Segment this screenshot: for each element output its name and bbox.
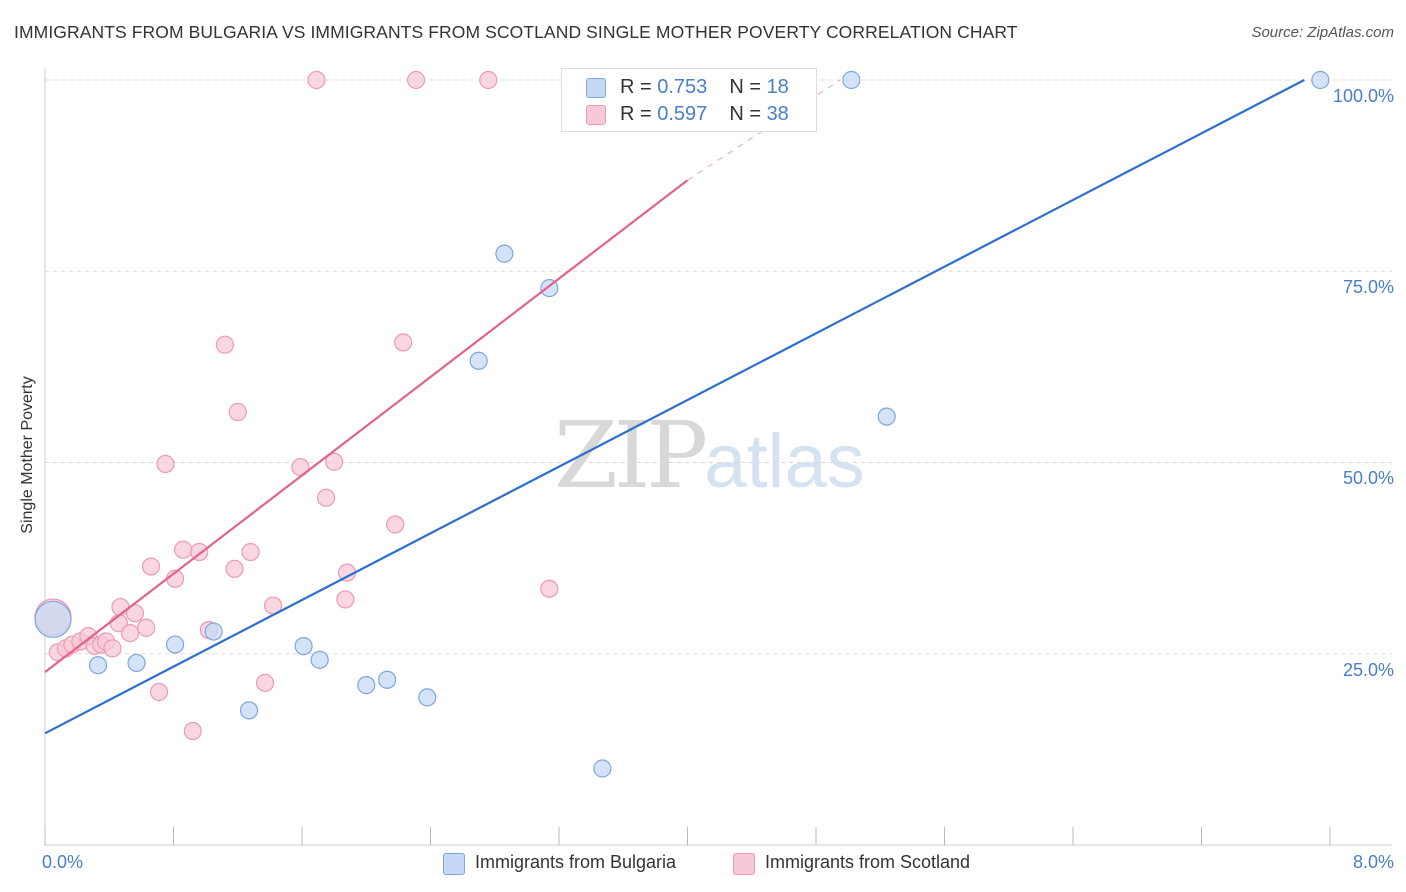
data-point-scotland — [325, 452, 344, 471]
trend-line-scotland — [44, 179, 689, 673]
y-tick-label: 100.0% — [1332, 86, 1394, 106]
trend-line-bulgaria — [44, 79, 1305, 735]
data-point-bulgaria — [127, 653, 146, 673]
data-point-scotland — [255, 673, 275, 692]
y-tick-label: 50.0% — [1342, 468, 1394, 488]
data-point-scotland — [225, 559, 244, 578]
data-point-scotland — [406, 70, 426, 90]
data-point-scotland — [121, 623, 140, 643]
data-point-bulgaria — [239, 701, 259, 720]
data-point-bulgaria — [877, 407, 896, 426]
data-point-bulgaria — [378, 670, 397, 689]
data-point-bulgaria — [1311, 70, 1330, 90]
chart-title: IMMIGRANTS FROM BULGARIA VS IMMIGRANTS F… — [14, 22, 1018, 42]
legend-r-label: R = — [620, 76, 658, 98]
data-point-bulgaria — [593, 759, 612, 778]
legend-n-label: N = — [729, 76, 767, 98]
source-label: Source: ZipAtlas.com — [1251, 24, 1394, 41]
data-point-scotland — [479, 70, 498, 90]
series-name-scotland: Immigrants from Scotland — [765, 852, 971, 872]
legend-n-label: N = — [729, 103, 767, 125]
y-tick-label: 75.0% — [1342, 277, 1394, 297]
data-point-bulgaria — [469, 351, 488, 370]
data-point-bulgaria — [357, 676, 376, 695]
data-point-scotland — [540, 579, 559, 598]
series-name-bulgaria: Immigrants from Bulgaria — [475, 852, 677, 872]
data-point-scotland — [336, 590, 355, 609]
y-tick-label: 25.0% — [1342, 660, 1394, 680]
data-point-bulgaria — [34, 600, 72, 638]
data-point-bulgaria — [204, 622, 223, 641]
data-point-bulgaria — [495, 244, 514, 263]
data-point-bulgaria — [88, 656, 108, 675]
data-point-scotland — [386, 515, 405, 534]
legend-r-label: R = — [620, 103, 658, 125]
data-point-scotland — [156, 454, 175, 474]
data-point-scotland — [316, 488, 336, 507]
data-point-scotland — [228, 402, 247, 422]
bottom-legend-swatch-scotland — [733, 853, 755, 875]
x-tick-label: 8.0% — [1352, 852, 1394, 872]
watermark-atlas: atlas — [704, 419, 865, 504]
data-point-scotland — [174, 540, 193, 559]
data-point-scotland — [215, 335, 234, 354]
data-point-scotland — [241, 542, 260, 562]
legend-r-value: 0.753 — [657, 76, 708, 98]
data-point-scotland — [394, 333, 413, 352]
data-point-scotland — [141, 557, 161, 576]
data-point-bulgaria — [310, 650, 329, 669]
legend-n-value: 18 — [766, 76, 789, 98]
x-tick-label: 0.0% — [42, 852, 84, 872]
data-point-scotland — [149, 682, 169, 702]
legend-swatch-bulgaria — [586, 78, 606, 98]
data-point-bulgaria — [294, 636, 313, 656]
legend-r-value: 0.597 — [657, 103, 708, 125]
data-point-scotland — [125, 604, 145, 623]
data-point-scotland — [183, 721, 202, 741]
data-point-scotland — [137, 618, 156, 637]
legend-n-value: 38 — [766, 103, 789, 125]
data-point-bulgaria — [842, 70, 861, 90]
data-point-scotland — [307, 70, 326, 90]
bottom-legend-swatch-bulgaria — [443, 853, 465, 875]
y-axis-label: Single Mother Poverty — [19, 376, 36, 534]
legend-swatch-scotland — [586, 105, 606, 125]
data-point-bulgaria — [418, 688, 437, 707]
data-point-bulgaria — [166, 635, 185, 654]
correlation-legend: R = 0.753 N = 18 R = 0.597 N = 38 — [561, 68, 817, 132]
data-point-scotland — [103, 639, 122, 658]
